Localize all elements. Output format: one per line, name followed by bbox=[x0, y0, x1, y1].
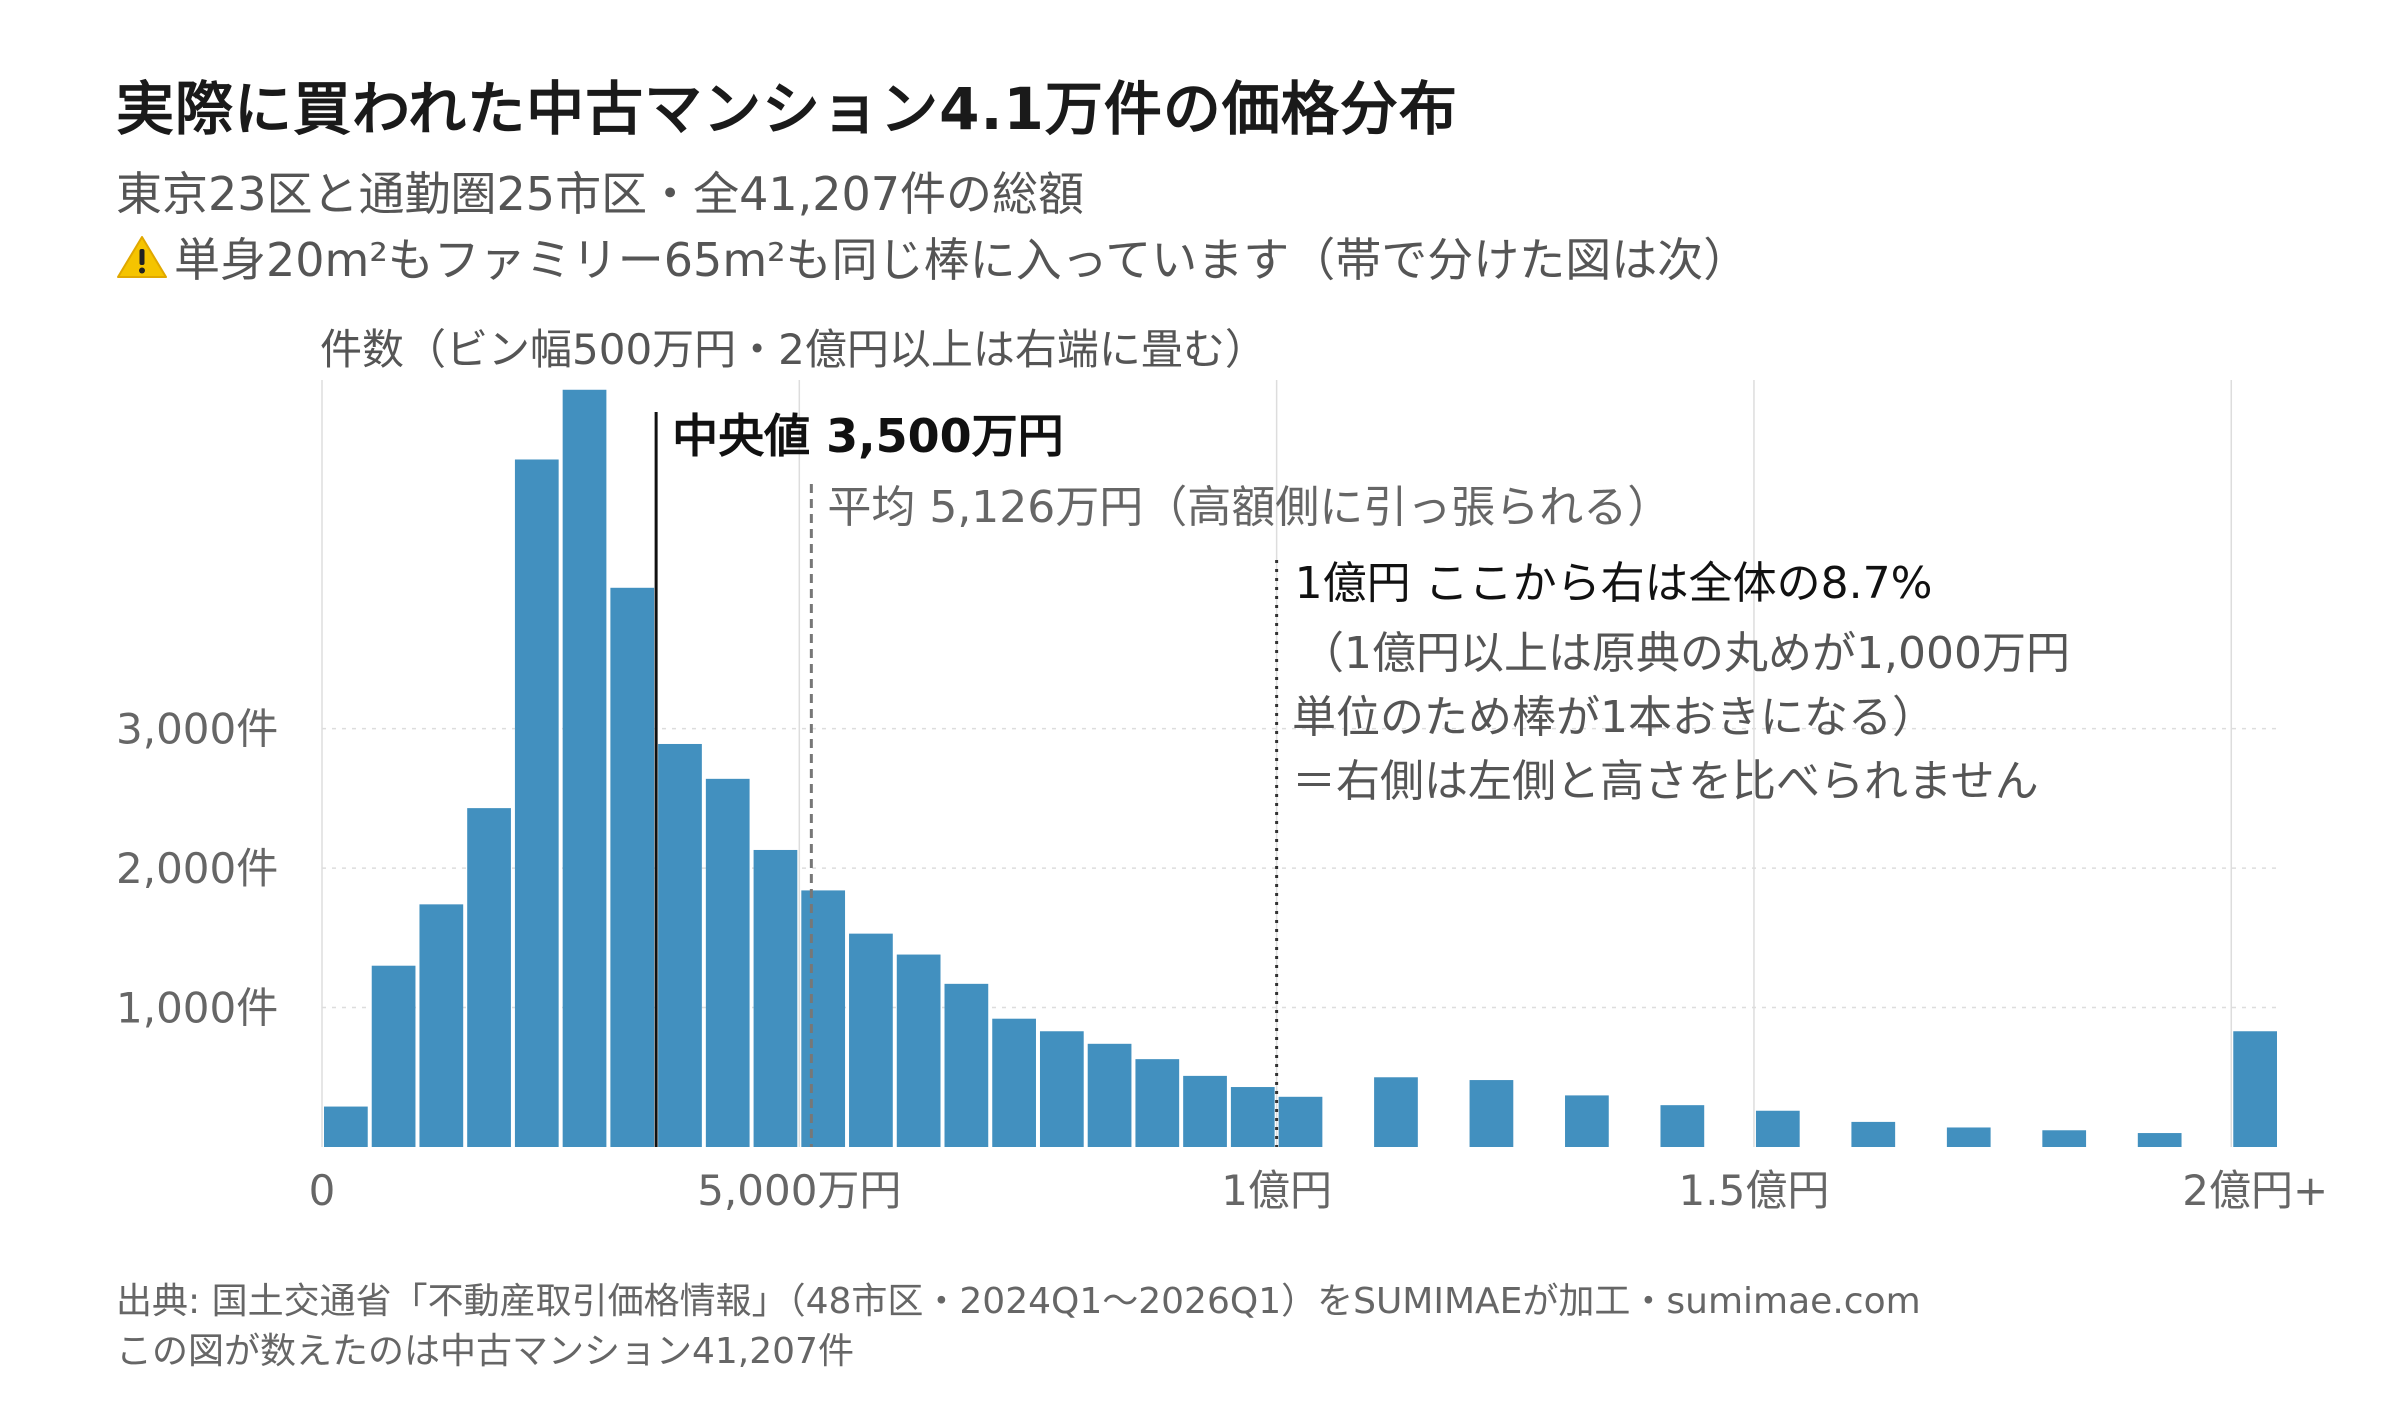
mean-label: 平均 5,126万円（高額側に引っ張られる） bbox=[827, 482, 1671, 533]
histogram-bar bbox=[324, 1106, 368, 1147]
histogram-bar bbox=[1851, 1121, 1896, 1147]
histogram-bar bbox=[1039, 1031, 1084, 1147]
warning-text: 単身20m²もファミリー65m²も同じ棒に入っています（帯で分けた図は次） bbox=[174, 233, 1750, 287]
histogram-bar bbox=[1230, 1087, 1275, 1147]
histogram-bar bbox=[1087, 1043, 1132, 1147]
histogram-bar bbox=[1374, 1077, 1418, 1147]
annotation-line-0: （1億円以上は原典の丸めが1,000万円 bbox=[1300, 628, 2070, 679]
histogram-bar bbox=[944, 983, 989, 1147]
histogram-bar bbox=[1946, 1127, 1991, 1147]
histogram-bar bbox=[1135, 1059, 1180, 1147]
histogram-bar bbox=[467, 808, 511, 1147]
annotation-line-2: ＝右側は左側と高さを比べられません bbox=[1292, 756, 2039, 807]
median-label: 中央値 3,500万円 bbox=[672, 409, 1064, 463]
warning-icon bbox=[117, 236, 167, 278]
warning-note: 単身20m²もファミリー65m²も同じ棒に入っています（帯で分けた図は次） bbox=[116, 224, 1749, 290]
page-title: 実際に買われた中古マンション4.1万件の価格分布 bbox=[116, 75, 1458, 143]
histogram-bar bbox=[1278, 1096, 1323, 1147]
y-axis-label: 件数（ビン幅500万円・2億円以上は右端に畳む） bbox=[320, 325, 1267, 374]
threshold-label: 1億円 ここから右は全体の8.7% bbox=[1295, 558, 1933, 609]
x-tick-label: 0 bbox=[309, 1166, 336, 1215]
histogram-chart: 1,000件 2,000件 3,000件 0 5,000万円 1億円 1.5億円 2億円+ 中… bbox=[116, 380, 2328, 1215]
histogram-bar bbox=[371, 965, 416, 1147]
histogram-bar bbox=[2042, 1130, 2087, 1147]
count-note: この図が数えたのは中古マンション41,207件 bbox=[116, 1331, 854, 1372]
histogram-bar bbox=[1755, 1110, 1800, 1147]
y-tick-label: 3,000件 bbox=[116, 705, 278, 754]
x-tick-label: 1億円 bbox=[1221, 1166, 1332, 1215]
histogram-bar bbox=[1660, 1105, 1705, 1147]
histogram-bar bbox=[753, 849, 798, 1147]
histogram-bar bbox=[1183, 1075, 1227, 1147]
x-tick-label: 2億円+ bbox=[2182, 1166, 2328, 1215]
annotation-line-1: 単位のため棒が1本おきになる） bbox=[1292, 692, 1936, 743]
y-tick-label: 2,000件 bbox=[116, 844, 278, 893]
source-note: 出典: 国土交通省「不動産取引価格情報」（48市区・2024Q1〜2026Q1）… bbox=[116, 1281, 1921, 1322]
histogram-bar bbox=[562, 389, 607, 1147]
x-tick-label: 5,000万円 bbox=[697, 1166, 901, 1215]
histogram-bar bbox=[705, 778, 750, 1147]
page-subtitle: 東京23区と通勤圏25市区・全41,207件の総額 bbox=[116, 167, 1085, 221]
histogram-bar bbox=[1469, 1080, 1514, 1147]
y-tick-label: 1,000件 bbox=[116, 984, 278, 1033]
x-tick-label: 1.5億円 bbox=[1679, 1166, 1830, 1215]
histogram-bar bbox=[658, 743, 702, 1147]
histogram-bar bbox=[992, 1018, 1036, 1147]
histogram-bar bbox=[514, 459, 559, 1147]
histogram-bar bbox=[896, 954, 941, 1147]
histogram-bar bbox=[801, 890, 846, 1147]
histogram-bar bbox=[1565, 1095, 1609, 1147]
histogram-bar bbox=[849, 933, 893, 1147]
histogram-bar bbox=[419, 904, 464, 1147]
histogram-bar bbox=[2233, 1031, 2277, 1147]
histogram-bar bbox=[610, 587, 655, 1147]
histogram-bar bbox=[2137, 1133, 2182, 1147]
